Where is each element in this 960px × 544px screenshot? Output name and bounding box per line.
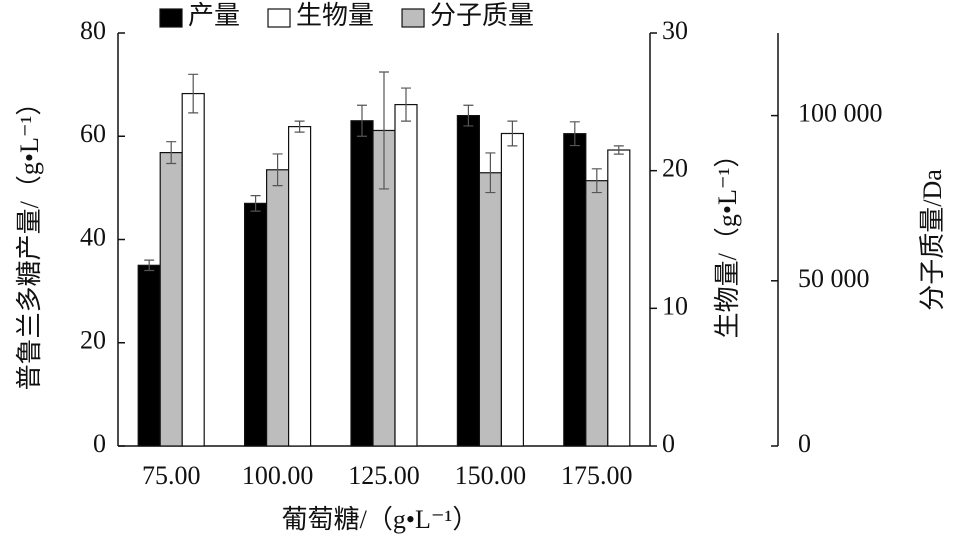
error-bar	[144, 259, 155, 272]
error-bar	[294, 120, 305, 133]
bar	[394, 103, 418, 447]
y-axis-label: 普鲁兰多糖产量/（g•L⁻¹）	[15, 90, 44, 391]
error-bar	[485, 152, 496, 194]
x-tick-label: 150.00	[455, 461, 527, 490]
x-tick-label: 125.00	[348, 461, 420, 490]
error-bar	[250, 195, 261, 212]
bar	[456, 114, 480, 447]
y2-tick-label: 10	[662, 291, 688, 320]
error-bar	[613, 145, 624, 155]
bar	[500, 132, 524, 447]
bar	[478, 172, 502, 447]
legend-swatch	[159, 8, 183, 28]
bar	[244, 202, 268, 447]
legend-swatch	[401, 8, 425, 28]
error-bar	[188, 73, 199, 114]
x-tick-label: 175.00	[561, 461, 633, 490]
x-axis-label: 葡萄糖/（g•L⁻¹）	[282, 505, 479, 534]
legend-label: 产量	[188, 1, 240, 30]
bar	[266, 169, 290, 447]
error-bar	[591, 168, 602, 194]
y2-tick-label: 0	[662, 429, 675, 458]
legend-swatch	[267, 8, 291, 28]
bar	[350, 120, 374, 447]
bar	[585, 180, 609, 447]
y-tick-label: 20	[80, 326, 106, 355]
x-tick-label: 75.00	[142, 461, 201, 490]
bar	[288, 126, 312, 447]
error-bar	[166, 141, 177, 165]
legend-label: 分子质量	[430, 1, 534, 30]
error-bar	[401, 87, 411, 122]
error-bar	[272, 153, 283, 187]
error-bar	[507, 120, 518, 147]
legend-label: 生物量	[296, 1, 374, 30]
y-tick-label: 80	[80, 16, 106, 45]
y-tick-label: 0	[93, 429, 106, 458]
error-bar	[463, 104, 474, 127]
y-tick-label: 40	[80, 222, 106, 251]
y2-tick-label: 30	[662, 16, 688, 45]
x-tick-label: 100.00	[242, 461, 314, 490]
error-bar	[357, 104, 367, 137]
y3-tick-label: 0	[798, 429, 811, 458]
bar	[137, 264, 161, 447]
y3-axis-label: 分子质量/Da	[918, 169, 947, 311]
y2-axis-label: 生物量/（g•L⁻¹）	[713, 142, 742, 339]
error-bar	[569, 121, 580, 147]
y2-tick-label: 20	[662, 154, 688, 183]
bar	[159, 152, 183, 447]
y-tick-label: 60	[80, 119, 106, 148]
y3-tick-label: 100 000	[798, 99, 883, 128]
error-bar	[379, 71, 389, 190]
bar	[607, 149, 631, 447]
bar	[563, 133, 587, 447]
bar	[181, 92, 205, 447]
y3-tick-label: 50 000	[798, 264, 870, 293]
